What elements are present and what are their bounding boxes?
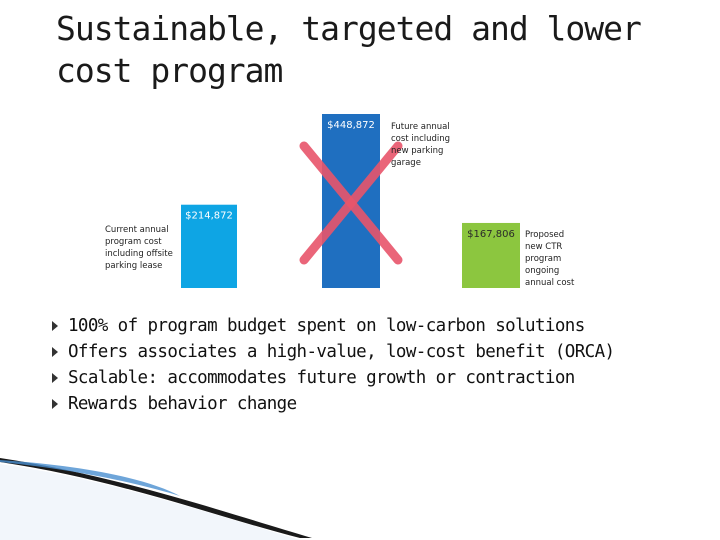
annotation-current-cost: Current annual program cost including of… <box>105 225 173 271</box>
bullet-text: Rewards behavior change <box>68 394 297 414</box>
bullet-text: 100% of program budget spent on low-carb… <box>68 316 585 336</box>
annotation-future-cost: Future annual cost including new parking… <box>391 122 451 168</box>
bullet-item: Offers associates a high-value, low-cost… <box>52 339 674 365</box>
cost-bar-chart: $214,872 $448,872 $167,806 <box>181 114 520 288</box>
bullet-arrow-icon <box>52 399 58 409</box>
decorative-swoosh <box>0 458 312 540</box>
bar-value-label: $214,872 <box>185 211 233 222</box>
bullet-text: Scalable: accommodates future growth or … <box>68 368 575 388</box>
bullet-item: Scalable: accommodates future growth or … <box>52 365 674 391</box>
bullet-text: Offers associates a high-value, low-cost… <box>68 342 615 362</box>
slide-title: Sustainable, targeted and lower cost pro… <box>56 9 642 90</box>
bullet-item: Rewards behavior change <box>52 391 674 417</box>
bar-0 <box>181 204 237 288</box>
bullet-list: 100% of program budget spent on low-carb… <box>52 313 674 417</box>
bar-value-label: $167,806 <box>467 229 515 240</box>
bar-value-label: $448,872 <box>327 120 375 131</box>
bullet-arrow-icon <box>52 373 58 383</box>
bullet-arrow-icon <box>52 321 58 331</box>
bar-2 <box>462 222 520 288</box>
cross-out-stroke-1 <box>299 141 403 265</box>
bullet-item: 100% of program budget spent on low-carb… <box>52 313 674 339</box>
bullet-arrow-icon <box>52 347 58 357</box>
annotation-proposed-cost: Proposed new CTR program ongoing annual … <box>525 230 575 288</box>
